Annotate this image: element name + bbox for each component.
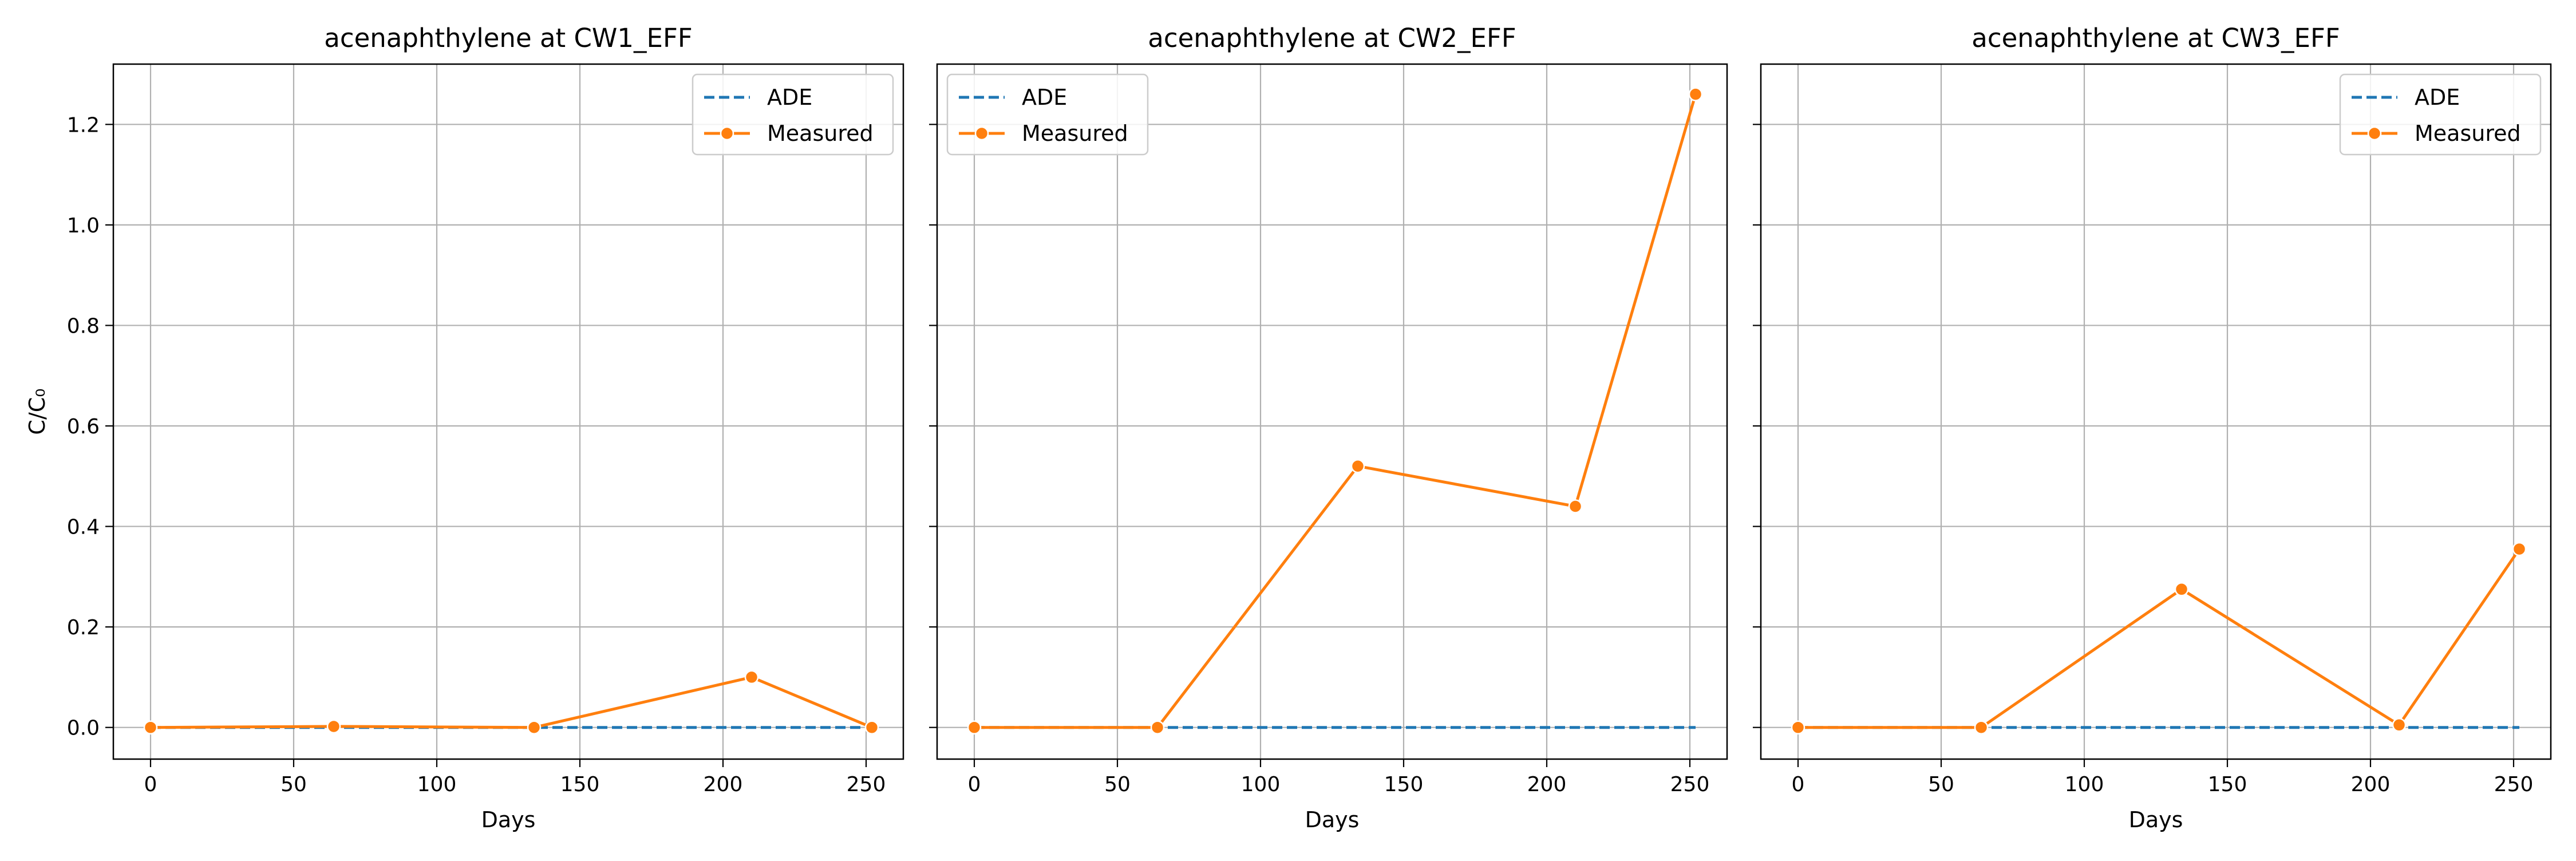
x-tick-label: 0 (1792, 773, 1805, 796)
legend: ADE Measured (946, 73, 1149, 156)
data-point (143, 720, 158, 734)
data-point (1974, 720, 1989, 734)
data-point (1791, 720, 1805, 734)
legend-marker (720, 126, 734, 141)
data-point (1150, 720, 1165, 734)
x-tick-label: 0 (968, 773, 981, 796)
y-tick-label: 0.2 (67, 616, 100, 639)
data-point (967, 720, 982, 734)
x-tick-label: 250 (2494, 773, 2534, 796)
data-point (864, 720, 879, 734)
y-axis-label: C/C₀ (25, 388, 50, 435)
y-tick-label: 1.2 (67, 113, 100, 137)
x-tick-label: 150 (2208, 773, 2247, 796)
legend-marker (974, 126, 989, 141)
data-point (2392, 718, 2407, 732)
panel-title: acenaphthylene at CW3_EFF (1971, 23, 2340, 53)
plot-frame (936, 63, 1728, 760)
chart-panel-3: 0 50 100 150 200 250 acenaphthylene at CW3_EFF… (1753, 23, 2552, 832)
data-point (1568, 499, 1583, 514)
x-tick-label: 150 (560, 773, 600, 796)
x-axis-label: Days (1305, 807, 1360, 832)
data-point (326, 719, 341, 734)
plot-frame (1760, 63, 2552, 760)
y-tick-label: 1.0 (67, 214, 100, 238)
data-point (2512, 542, 2527, 556)
x-tick-label: 0 (144, 773, 157, 796)
legend: ADE Measured (692, 73, 894, 156)
panel-title: acenaphthylene at CW1_EFF (324, 23, 692, 53)
x-tick-label: 100 (417, 773, 457, 796)
legend-label: ADE (2415, 85, 2460, 110)
data-point (1688, 87, 1703, 101)
data-point (744, 670, 759, 685)
x-tick-label: 50 (1928, 773, 1954, 796)
x-tick-label: 100 (1241, 773, 1281, 796)
x-tick-label: 150 (1384, 773, 1424, 796)
x-tick-label: 250 (847, 773, 886, 796)
x-tick-label: 100 (2065, 773, 2104, 796)
plot-area (113, 64, 903, 759)
x-tick-label: 50 (280, 773, 307, 796)
data-point (527, 720, 542, 734)
x-tick-label: 200 (1527, 773, 1567, 796)
legend-label: ADE (767, 85, 812, 110)
x-tick-label: 200 (704, 773, 743, 796)
data-point (2174, 582, 2189, 597)
legend: ADE Measured (2339, 73, 2542, 156)
y-tick-label: 0.8 (67, 314, 100, 338)
legend-label: ADE (1022, 85, 1067, 110)
y-tick-label: 0.0 (67, 717, 100, 740)
chart-panel-1: 0 50 100 150 200 250 0.0 0.2 0.4 0.6 0.8 1.0 1.2 acen… (25, 23, 904, 832)
x-tick-label: 50 (1104, 773, 1131, 796)
x-tick-label: 200 (2351, 773, 2391, 796)
data-point (1350, 459, 1365, 473)
panel-title: acenaphthylene at CW2_EFF (1148, 23, 1516, 53)
legend-label: Measured (767, 121, 874, 146)
x-axis-label: Days (481, 807, 536, 832)
y-tick-label: 0.6 (67, 415, 100, 439)
x-axis-label: Days (2129, 807, 2183, 832)
y-tick-label: 0.4 (67, 516, 100, 539)
plot-area (937, 64, 1727, 759)
legend-marker (2367, 126, 2382, 141)
plot-frame (112, 63, 904, 760)
legend-label: Measured (2415, 121, 2521, 146)
plot-area (1761, 64, 2551, 759)
x-tick-label: 250 (1670, 773, 1710, 796)
chart-panel-2: 0 50 100 150 200 250 acenaphthylene at CW2_EFF… (929, 23, 1728, 832)
legend-label: Measured (1022, 121, 1128, 146)
